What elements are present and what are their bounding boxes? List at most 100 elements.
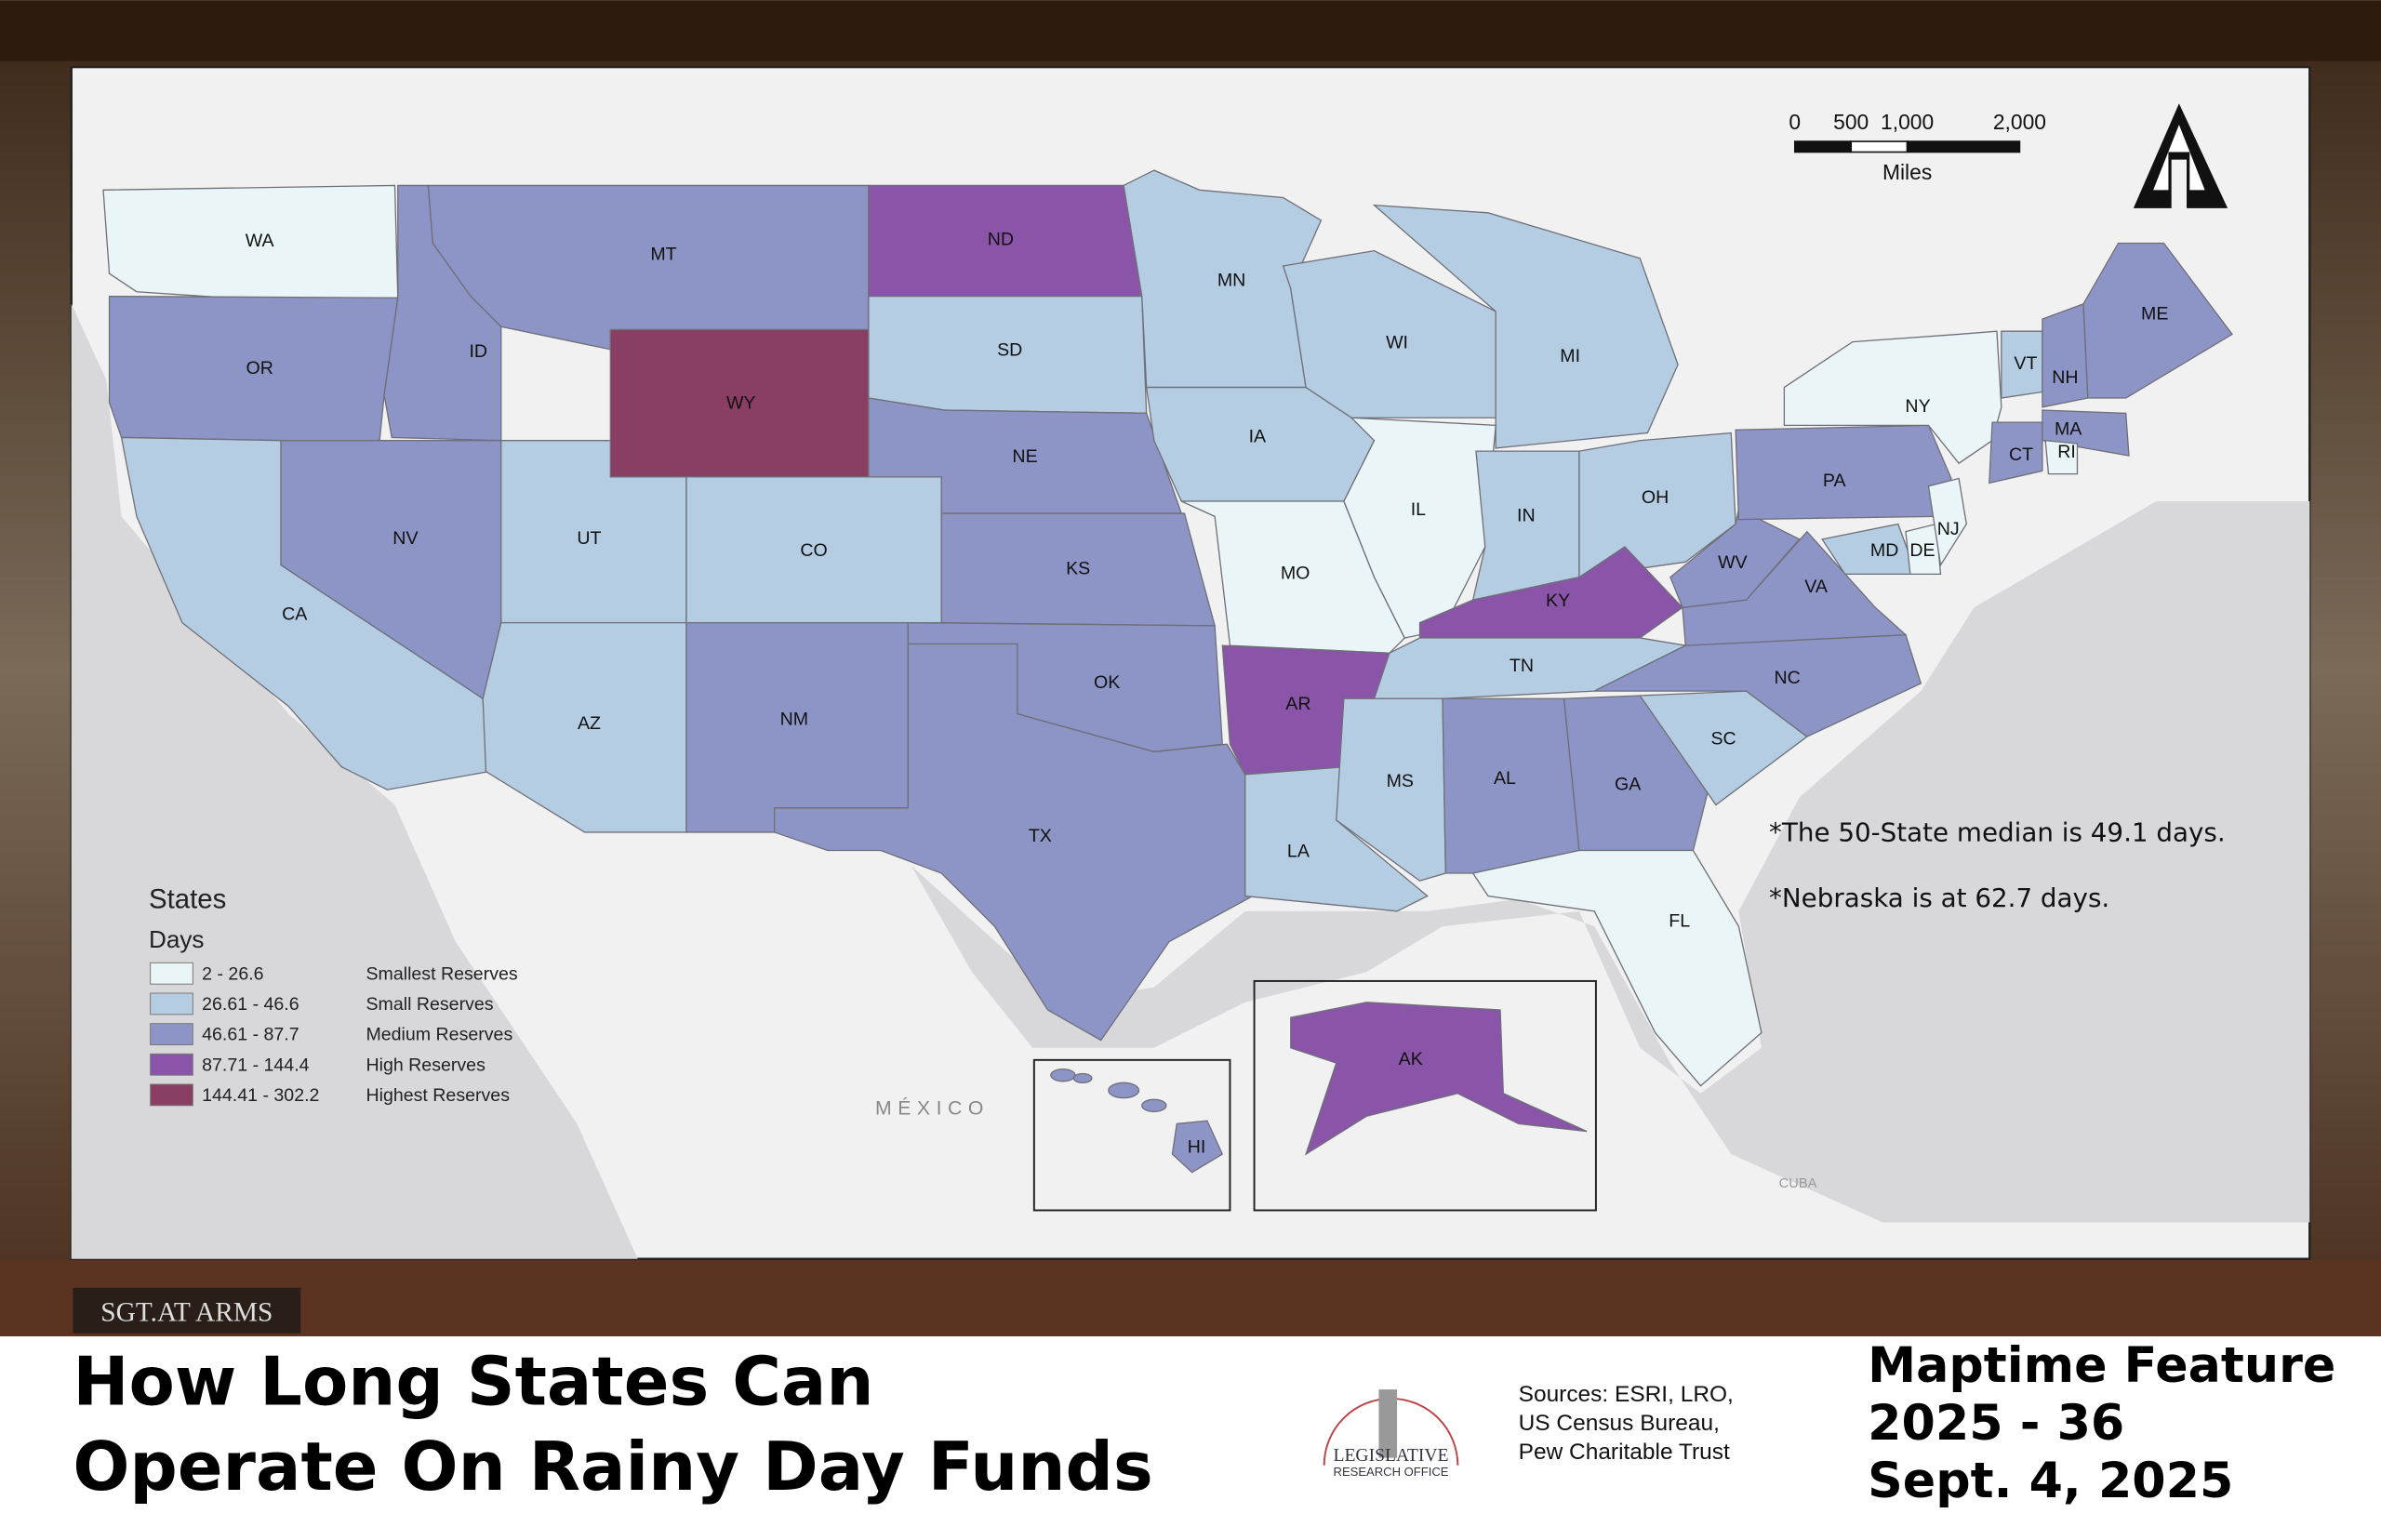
north-arrow-inner [2153, 125, 2205, 191]
feature-line: Maptime Feature [1868, 1338, 2335, 1394]
sign [73, 1287, 301, 1334]
ceiling [0, 0, 2381, 61]
source-line: Pew Charitable Trust [1519, 1440, 1730, 1465]
state-label: CT [2009, 445, 2033, 465]
desks [0, 1260, 2381, 1336]
state-label: WA [246, 231, 275, 251]
logo-text: RESEARCH OFFICE [1334, 1465, 1449, 1479]
sign-text: SGT.AT ARMS [100, 1298, 273, 1328]
state-label: MI [1560, 346, 1580, 366]
state[interactable] [2042, 302, 2089, 408]
island [1050, 1068, 1076, 1082]
state[interactable] [1336, 697, 1446, 882]
state-label: IN [1517, 506, 1536, 526]
legend-swatch [150, 992, 193, 1016]
state-label: MD [1870, 540, 1898, 561]
footer-band [0, 1335, 2381, 1540]
state[interactable] [1905, 523, 1942, 576]
state-label: UT [577, 528, 601, 549]
scale-label: 1,000 [1881, 110, 1934, 134]
state[interactable] [1123, 169, 1323, 389]
state-label: WV [1718, 552, 1748, 573]
state-label: WI [1386, 332, 1408, 352]
state[interactable] [1171, 1120, 1224, 1174]
state-label: DE [1909, 540, 1935, 561]
legend-range: 87.71 - 144.4 [202, 1055, 309, 1075]
state[interactable] [1372, 204, 1679, 449]
state-label: NY [1905, 396, 1930, 417]
state-label: NJ [1937, 519, 1960, 539]
feature-line: 2025 - 36 [1868, 1396, 2124, 1452]
state-label: OR [246, 358, 273, 378]
state-label: MT [650, 245, 676, 265]
scale-segment [1793, 140, 1853, 153]
state[interactable] [1669, 508, 1801, 609]
state-label: ND [988, 229, 1014, 249]
note: *Nebraska is at 62.7 days. [1769, 883, 2109, 913]
state-label: PA [1823, 471, 1847, 491]
state-label: AK [1399, 1049, 1423, 1069]
legend-range: 46.61 - 87.7 [202, 1025, 299, 1045]
legend-label: Small Reserves [366, 994, 493, 1015]
state-label: IL [1411, 499, 1426, 520]
scale-unit: Miles [1882, 160, 1932, 184]
legend-label: High Reserves [366, 1055, 486, 1075]
state-label: RI [2057, 442, 2076, 462]
state[interactable] [2082, 242, 2233, 399]
legend-range: 2 - 26.6 [202, 963, 264, 984]
island [1108, 1082, 1140, 1099]
state-label: AL [1494, 768, 1516, 789]
state-label: MS [1387, 771, 1414, 791]
state-label: IA [1249, 427, 1267, 447]
state-label: ME [2141, 303, 2168, 324]
state[interactable] [1989, 421, 2043, 485]
state[interactable] [1927, 477, 1967, 567]
state-label: OH [1642, 487, 1669, 508]
legend-swatch [150, 1053, 193, 1076]
legend-swatch [150, 962, 193, 985]
state-label: MA [2055, 418, 2082, 439]
state-label: MO [1281, 564, 1310, 584]
scale-segment [1906, 140, 2021, 153]
state-label: CA [282, 604, 308, 625]
scale-label: 2,000 [1993, 110, 2046, 134]
state-label: KS [1066, 559, 1090, 579]
legend-label: Medium Reserves [366, 1025, 512, 1045]
state-label: NC [1774, 668, 1800, 688]
state-label: SC [1710, 729, 1736, 750]
legend-range: 26.61 - 46.6 [202, 994, 299, 1015]
state[interactable] [1282, 249, 1505, 418]
state-label: ID [469, 341, 487, 362]
island [1072, 1072, 1093, 1083]
pacific-ocean [71, 303, 638, 1259]
state-label: LA [1287, 841, 1310, 861]
feature-line: Sept. 4, 2025 [1868, 1454, 2233, 1509]
atlantic-gulf [911, 501, 2310, 1223]
state-label: OK [1094, 672, 1120, 693]
legend-label: Highest Reserves [366, 1085, 510, 1106]
state-label: WY [726, 393, 756, 414]
legend-label: Smallest Reserves [366, 963, 517, 984]
state[interactable] [1290, 1002, 1588, 1156]
state[interactable] [2044, 439, 2079, 475]
legend-range: 144.41 - 302.2 [202, 1085, 319, 1106]
place-label: CUBA [1779, 1176, 1817, 1191]
state[interactable] [774, 643, 1254, 1042]
scale-label: 0 [1789, 110, 1801, 134]
legend-swatch [150, 1023, 193, 1045]
state-label: NM [780, 709, 808, 729]
footer-title: How Long States Can [73, 1342, 873, 1420]
source-line: Sources: ESRI, LRO, [1519, 1382, 1734, 1407]
state-label: TN [1510, 656, 1534, 676]
place-label: MÉXICO [875, 1096, 990, 1120]
state-label: NV [392, 528, 418, 549]
scale-segment [1850, 140, 1909, 153]
state-label: FL [1669, 910, 1690, 931]
state[interactable] [1471, 849, 1762, 1087]
note: *The 50-State median is 49.1 days. [1769, 817, 2226, 848]
legend-subtitle: Days [149, 925, 205, 953]
legend-title: States [149, 884, 226, 915]
state-label: CO [800, 540, 827, 561]
state-label: AR [1285, 694, 1310, 714]
